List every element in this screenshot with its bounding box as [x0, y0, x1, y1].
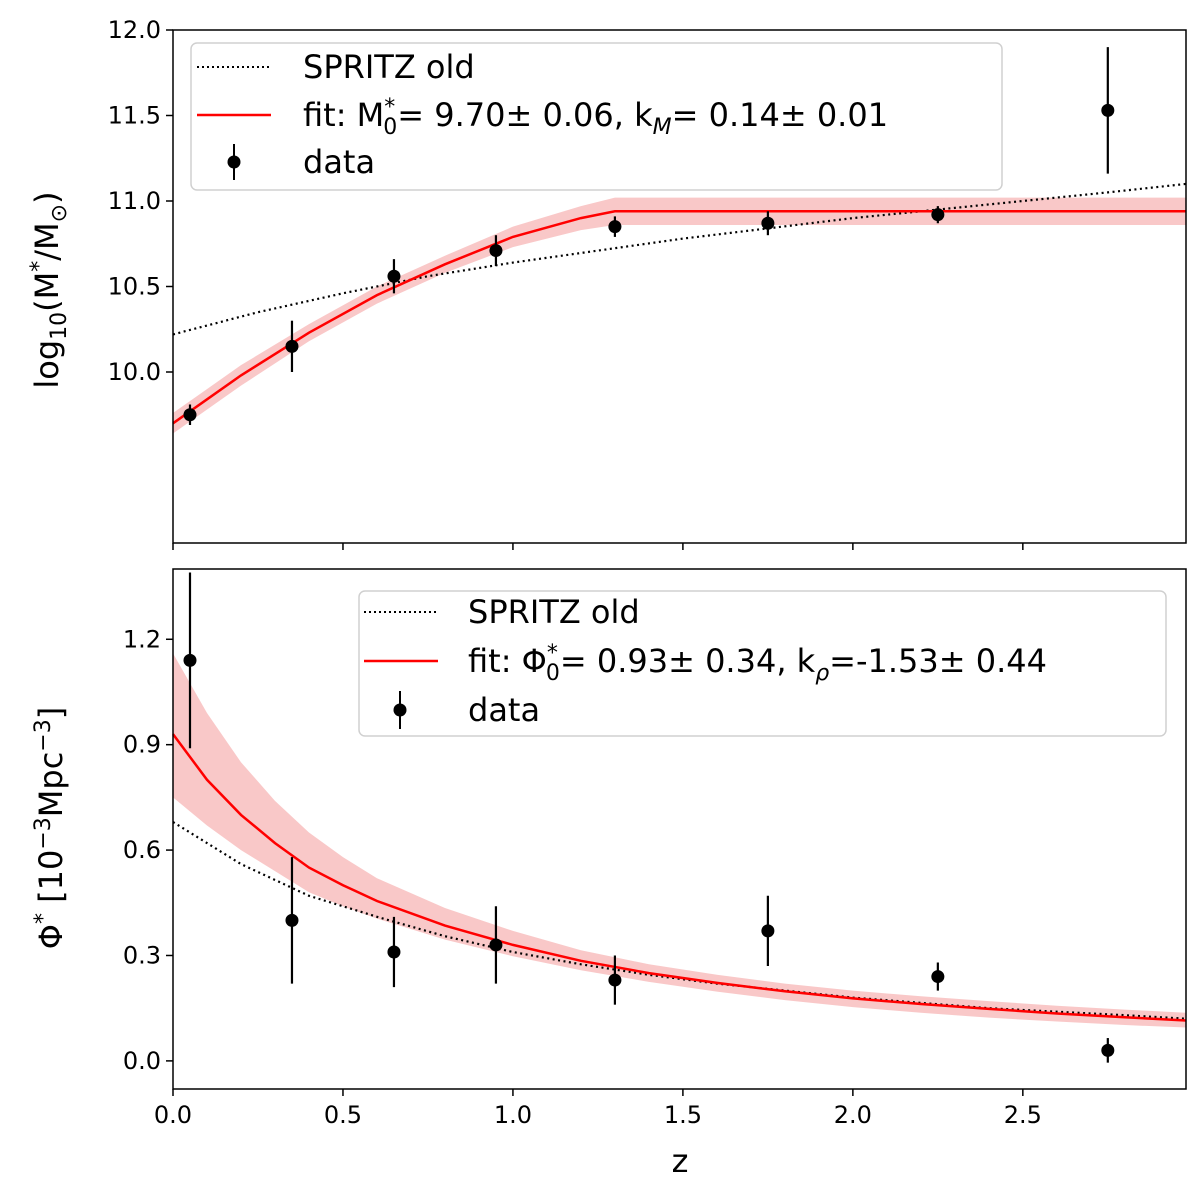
legend-spritz-label: SPRITZ old	[468, 593, 640, 631]
y-tick-label: 10.0	[108, 358, 161, 386]
data-point	[387, 269, 401, 283]
fit-line	[172, 210, 1186, 425]
y-axis-ticks: 10.0 10.5 11.0 11.5 12.0	[108, 16, 173, 386]
x-axis-label: z	[672, 1142, 689, 1180]
x-axis-ticks: 0.0 0.5 1.0 1.5 2.0 2.5	[154, 1089, 1042, 1129]
y-tick-label: 0.3	[123, 941, 161, 969]
x-axis-ticks	[172, 543, 1024, 550]
legend: SPRITZ old fit: M* 0= 9.70± 0.06, kM= 0.1…	[190, 42, 1003, 191]
data-point	[285, 913, 299, 927]
data-point	[489, 244, 503, 258]
bottom-panel: 0.0 0.3 0.6 0.9 1.2 0.0 0.5 1.0 1.5 2.0 2.5 Φ* [1…	[31, 568, 1187, 1180]
legend-data-marker	[227, 155, 241, 169]
data-point	[183, 408, 197, 422]
legend-box	[358, 590, 1167, 737]
data-point	[761, 216, 775, 230]
y-tick-label: 11.5	[108, 102, 161, 130]
y-tick-label: 0.6	[123, 836, 161, 864]
data-point	[1101, 103, 1115, 117]
y-tick-label: 0.9	[123, 731, 161, 759]
x-tick-label: 1.0	[494, 1101, 532, 1129]
data-points	[183, 47, 1115, 426]
fit-line	[171, 733, 1187, 1022]
fit-band	[173, 197, 1186, 434]
data-points	[183, 572, 1115, 1063]
y-tick-label: 0.0	[123, 1047, 161, 1075]
data-point	[931, 970, 945, 984]
y-tick-label: 11.0	[108, 187, 161, 215]
x-tick-label: 2.5	[1004, 1101, 1042, 1129]
legend: SPRITZ old fit: Φ* 0= 0.93± 0.34, kρ=-1.5…	[358, 590, 1167, 737]
plot-frame	[172, 568, 1187, 1090]
series-lines	[172, 182, 1187, 425]
data-point	[285, 339, 299, 353]
data-point	[608, 220, 622, 234]
data-point	[761, 924, 775, 938]
y-tick-label: 12.0	[108, 16, 161, 44]
series-lines	[171, 733, 1187, 1022]
legend-fit-label: fit: Φ* 0= 0.93± 0.34, kρ=-1.53± 0.44	[468, 641, 1047, 686]
legend-box	[190, 42, 1003, 191]
data-point	[1101, 1043, 1115, 1057]
legend-fit-label: fit: M* 0= 9.70± 0.06, kM= 0.14± 0.01	[303, 95, 888, 140]
y-axis-label: Φ* [10−3Mpc−3]	[31, 707, 70, 949]
fit-confidence-band	[173, 197, 1186, 434]
data-point	[608, 973, 622, 987]
legend-data-label: data	[468, 691, 540, 729]
y-axis-ticks: 0.0 0.3 0.6 0.9 1.2	[123, 625, 173, 1075]
x-tick-label: 1.5	[664, 1101, 702, 1129]
legend-data-label: data	[303, 143, 375, 181]
data-point	[489, 938, 503, 952]
top-panel: 10.0 10.5 11.0 11.5 12.0 log10(M*/M⊙) SPRITZ…	[27, 16, 1187, 550]
x-tick-label: 0.0	[154, 1101, 192, 1129]
legend-data-marker	[393, 703, 407, 717]
x-tick-label: 0.5	[324, 1101, 362, 1129]
data-point	[931, 208, 945, 222]
data-point	[183, 653, 197, 667]
y-tick-label: 1.2	[123, 625, 161, 653]
data-point	[387, 945, 401, 959]
x-tick-label: 2.0	[834, 1101, 872, 1129]
y-axis-label: log10(M*/M⊙)	[27, 191, 72, 388]
legend-spritz-label: SPRITZ old	[303, 48, 475, 86]
y-tick-label: 10.5	[108, 273, 161, 301]
